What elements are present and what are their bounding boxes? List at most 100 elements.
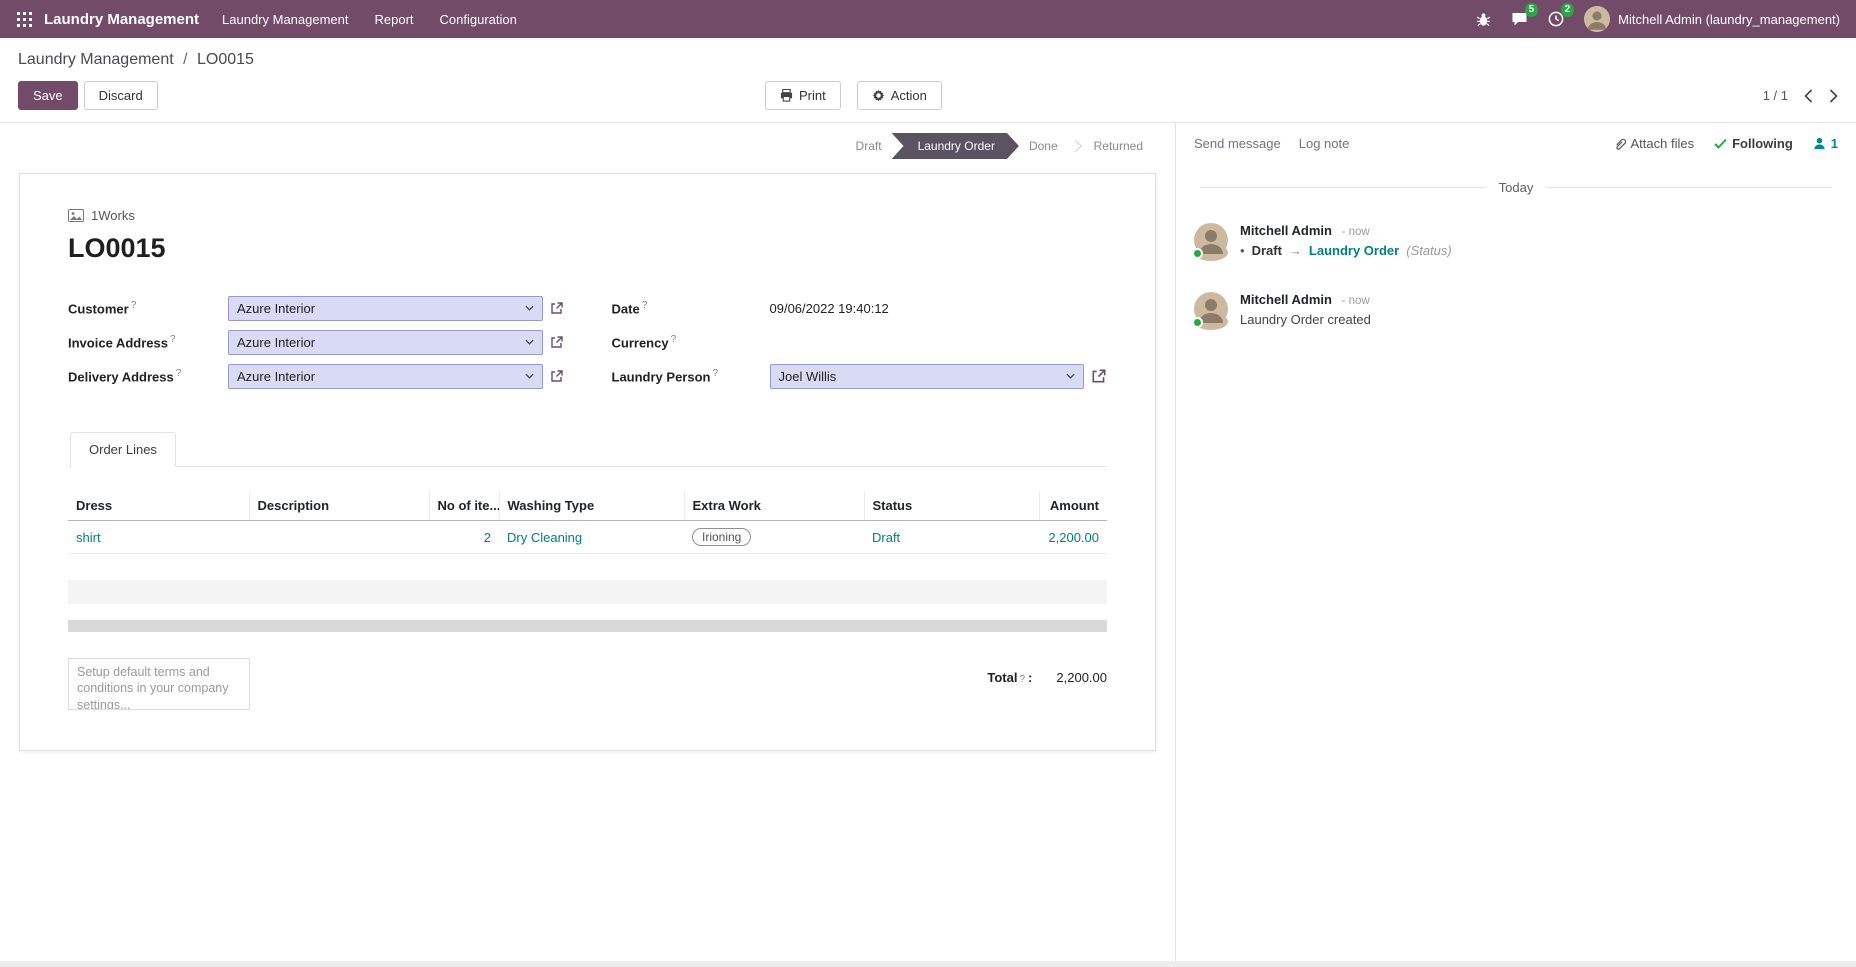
messages-button[interactable]: 5 [1511,3,1539,27]
bug-icon [1476,12,1491,26]
terms-placeholder[interactable]: Setup default terms and conditions in yo… [68,657,250,710]
followers-button[interactable]: 1 [1813,136,1838,151]
time-separator: - [1341,226,1346,238]
apps-menu-button[interactable] [6,0,42,38]
table-horizontal-scrollbar[interactable] [68,619,1107,632]
user-menu[interactable]: Mitchell Admin (laundry_management) [1584,6,1840,32]
company-logo: 1Works [68,208,1107,223]
extra-work-tag[interactable]: Irioning [692,528,752,546]
message-avatar[interactable] [1192,223,1228,261]
laundry-person-field-value: Joel Willis [769,363,1108,389]
laundry-person-external-link-icon[interactable] [1091,368,1107,384]
breadcrumb-current: LO0015 [197,51,254,68]
customer-select[interactable]: Azure Interior [228,295,543,321]
delivery-address-select[interactable]: Azure Interior [228,363,543,389]
empty-row [68,554,1107,580]
date-field-row: Date? 09/06/2022 19:40:12 [612,294,1108,322]
message-avatar[interactable] [1192,292,1228,330]
document-actions: Print Action [765,81,942,110]
col-header-status[interactable]: Status [863,491,1039,521]
printer-icon [780,89,793,102]
menu-laundry-management[interactable]: Laundry Management [222,11,349,27]
chat-bubble-icon [1512,13,1527,26]
message-author[interactable]: Mitchell Admin [1240,292,1332,307]
date-field-value: 09/06/2022 19:40:12 [770,301,1108,316]
laundry-person-select[interactable]: Joel Willis [769,363,1084,389]
save-button[interactable]: Save [18,81,78,110]
menu-configuration[interactable]: Configuration [439,11,517,27]
col-header-no-of-items[interactable]: No of ite... [428,491,499,521]
cell-extra-work[interactable]: Irioning [684,520,864,554]
avatar-image [1194,223,1228,261]
cell-amount[interactable]: 2,200.00 [1039,520,1107,554]
delivery-address-external-link-icon[interactable] [550,369,564,383]
chevron-down-icon [524,373,534,379]
pager-previous-button[interactable] [1804,88,1813,103]
chevron-down-icon [524,305,534,311]
clock-icon [1548,11,1564,27]
table-row[interactable]: shirt 2 Dry Cleaning Irioning Draft 2,20… [68,520,1107,554]
online-status-dot [1192,317,1203,328]
pager-next-button[interactable] [1829,88,1838,103]
form-sheet: 1Works LO0015 Customer? Azure Interior [19,173,1156,751]
page-scrollbar[interactable] [0,961,1856,967]
currency-label: Currency? [612,334,770,350]
chevron-down-icon [1066,373,1075,379]
laundry-person-field-row: Laundry Person? Joel Willis [612,362,1108,390]
following-button[interactable]: Following [1714,136,1793,151]
col-header-washing-type[interactable]: Washing Type [498,491,684,521]
message-author[interactable]: Mitchell Admin [1240,223,1332,238]
print-label: Print [799,88,826,103]
col-header-amount[interactable]: Amount [1038,491,1107,521]
activities-badge: 2 [1560,3,1575,17]
notebook-tabs: Order Lines [68,432,1107,467]
chatter-message: Mitchell Admin - now • Draft → Laundry Orde… [1176,215,1856,284]
discard-button[interactable]: Discard [83,81,158,110]
chatter-toolbar-right: Attach files Following 1 [1613,136,1838,151]
invoice-address-select[interactable]: Azure Interior [228,329,543,355]
status-step-done[interactable]: Done [1011,133,1076,159]
cell-description[interactable] [249,520,429,554]
attach-files-button[interactable]: Attach files [1613,136,1694,151]
invoice-address-external-link-icon[interactable] [550,335,564,349]
apps-grid-icon [16,11,32,27]
tracking-to-value[interactable]: Laundry Order [1308,243,1400,258]
print-button[interactable]: Print [765,81,841,110]
action-label: Action [890,88,927,103]
menu-report[interactable]: Report [374,11,414,27]
laundry-person-value-text: Joel Willis [778,368,837,384]
action-button[interactable]: Action [856,81,942,110]
total-help-marker: ? [1019,673,1026,685]
delivery-address-help-marker: ? [175,367,182,379]
debug-button[interactable] [1476,12,1491,27]
customer-external-link-icon[interactable] [550,301,564,315]
breadcrumb: Laundry Management / LO0015 [0,38,1856,75]
time-separator: - [1341,295,1346,307]
tab-order-lines[interactable]: Order Lines [70,432,176,467]
col-header-dress[interactable]: Dress [68,491,249,521]
status-step-draft[interactable]: Draft [855,139,882,153]
cell-qty[interactable]: 2 [429,520,499,554]
empty-row [68,604,1107,620]
message-header: Mitchell Admin - now [1240,223,1452,238]
status-step-returned[interactable]: Returned [1093,139,1143,153]
activities-button[interactable]: 2 [1548,3,1575,27]
col-header-description[interactable]: Description [248,491,429,521]
col-header-extra-work[interactable]: Extra Work [683,491,864,521]
breadcrumb-parent[interactable]: Laundry Management [18,51,174,68]
top-navbar: Laundry Management Laundry Management Re… [0,0,1856,38]
status-step-laundry-order[interactable]: Laundry Order [892,133,1019,159]
pager-counter: 1 / 1 [1762,88,1788,103]
date-value[interactable]: 09/06/2022 19:40:12 [769,300,889,316]
navbar-right: 5 2 Mitchell Admin (laundry_managemen [1476,3,1840,32]
customer-value-text: Azure Interior [237,300,316,316]
user-avatar [1584,6,1611,32]
send-message-button[interactable]: Send message [1194,136,1281,151]
cell-washing-type[interactable]: Dry Cleaning [499,520,684,554]
app-title[interactable]: Laundry Management [44,10,200,28]
currency-field-row: Currency? [612,328,1108,356]
cell-dress[interactable]: shirt [68,520,249,554]
log-note-button[interactable]: Log note [1298,136,1350,151]
cell-status[interactable]: Draft [864,520,1039,554]
